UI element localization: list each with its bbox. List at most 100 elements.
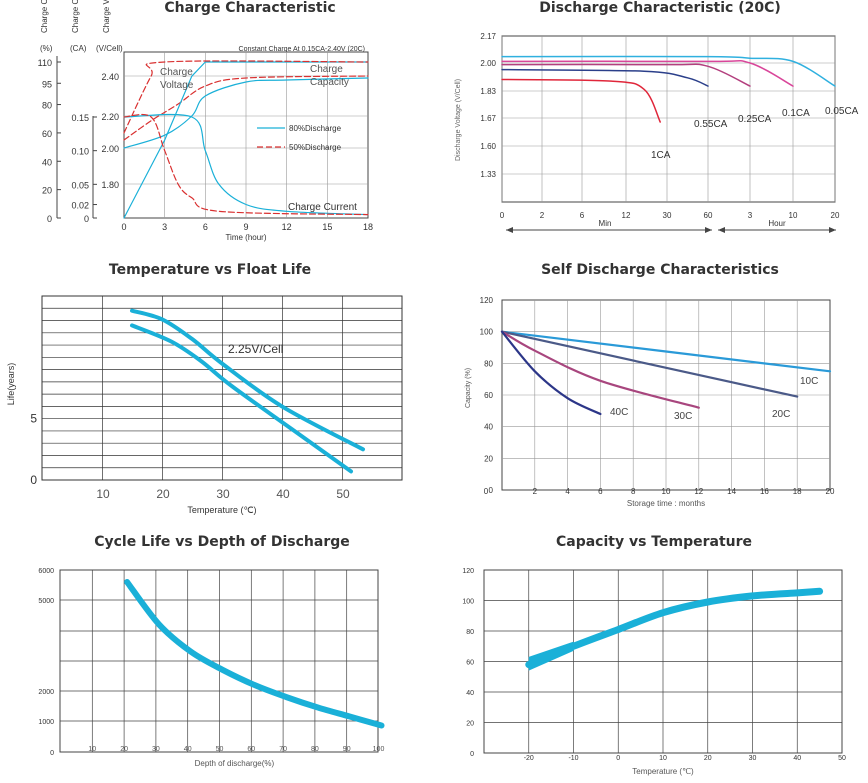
self-x-tick: 14 (727, 487, 736, 496)
charge-capacity-50-line (123, 60, 369, 134)
charge-capacity-tick: 0 (47, 214, 52, 224)
self-x-origin: 0 (484, 487, 489, 496)
cycle-x-tick: 30 (152, 746, 160, 753)
charge-annotation: Constant Charge At 0.15CA-2.40V (20C) (239, 46, 365, 53)
charge-x-tick: 3 (162, 222, 167, 232)
charge-x-tick: 18 (363, 222, 373, 232)
discharge-series-1-line (501, 68, 709, 87)
charge-unit-0: (%) (40, 44, 53, 53)
charge-x-tick: 6 (203, 222, 208, 232)
float-x-tick: 20 (156, 487, 170, 501)
charge-x-tick: 12 (282, 222, 292, 232)
cycle-y-tick: 1000 (38, 719, 54, 726)
self-xlabel: Storage time : months (627, 499, 705, 508)
discharge-ylabel: Discharge Voltage (V/Cell) (455, 79, 462, 161)
self-x-tick: 16 (760, 487, 769, 496)
cycle-x-tick: 80 (311, 746, 319, 753)
self-x-tick: 10 (662, 487, 671, 496)
captemp-y-tick: 20 (466, 721, 474, 728)
self-y-tick: 60 (484, 391, 493, 400)
captemp-y-tick: 100 (462, 599, 474, 606)
captemp-xlabel: Temperature (℃) (632, 767, 694, 776)
float-panel: Temperature vs Float Life 5 0 Life(years) 1… (0, 258, 430, 518)
charge-voltage-80-line (123, 77, 369, 149)
discharge-x-tick: 6 (580, 211, 585, 220)
self-chart: 120 100 80 60 40 20 00 2 4 6 8 10 12 14 16 18 20 Capacity… (465, 296, 835, 508)
captemp-y-tick: 80 (466, 629, 474, 636)
charge-voltage-tick: 2.40 (101, 72, 119, 82)
discharge-series-label-1: 0.55CA (694, 119, 728, 130)
captemp-x-tick: 50 (838, 755, 846, 762)
charge-voltage-50-line (123, 75, 369, 141)
discharge-series-label-3: 0.1CA (782, 108, 810, 119)
charge-x-tick: 9 (243, 222, 248, 232)
cycle-x-tick: 90 (343, 746, 351, 753)
cycle-x-tick: 70 (279, 746, 287, 753)
charge-current-tick: 0.02 (71, 201, 89, 211)
self-y-tick: 20 (484, 454, 493, 463)
charge-capacity-tick: 60 (42, 129, 52, 139)
discharge-x-tick: 12 (622, 211, 631, 220)
captemp-line (525, 587, 824, 669)
self-y-tick: 0 (489, 486, 494, 495)
cycle-xlabel: Depth of discharge(%) (195, 759, 275, 768)
captemp-start-band (528, 641, 574, 671)
discharge-series-0-line (501, 78, 661, 123)
charge-legend-80-label: 80%Discharge (289, 124, 342, 133)
charge-capacity-tick: 80 (42, 101, 52, 111)
charge-xlabel: Time (hour) (225, 233, 266, 242)
cycle-title: Cycle Life vs Depth of Discharge (94, 534, 350, 550)
charge-voltage-tick: 1.80 (101, 180, 119, 190)
float-y-tick: 5 (30, 412, 37, 426)
cycle-x-tick: 40 (184, 746, 192, 753)
discharge-series-label-2: 0.25CA (738, 114, 772, 125)
discharge-y-tick: 1.60 (480, 142, 496, 151)
cycle-y-tick: 0 (50, 750, 54, 757)
cycle-life-line (124, 579, 385, 729)
self-series-2-line (500, 330, 700, 409)
charge-current-50-line (123, 113, 369, 216)
self-series-1-line (500, 330, 799, 398)
discharge-min-label: Min (599, 219, 612, 228)
charge-unit-1: (CA) (70, 44, 87, 53)
self-y-tick: 120 (480, 296, 494, 305)
captemp-x-tick: 20 (704, 755, 712, 762)
cycle-x-tick: 20 (120, 746, 128, 753)
charge-capacity-tick: 20 (42, 186, 52, 196)
charge-capacity-tick: 40 (42, 157, 52, 167)
float-x-tick: 30 (216, 487, 230, 501)
charge-legend-50-label: 50%Discharge (289, 143, 342, 152)
charge-capacity-label-1: Charge (310, 64, 343, 75)
self-series-label-2: 30C (674, 411, 692, 422)
charge-panel: Charge Characteristic Charge Capacity Cha… (0, 0, 430, 250)
self-series-label-0: 10C (800, 376, 818, 387)
float-x-tick: 50 (336, 487, 350, 501)
self-series-label-3: 40C (610, 407, 628, 418)
captemp-panel: Capacity vs Temperature 120 100 80 60 40 20 0-… (440, 528, 868, 783)
self-panel: Self Discharge Characteristics 120 100 80 6… (440, 258, 868, 518)
discharge-y-tick: 2.17 (480, 32, 496, 41)
self-x-tick: 6 (598, 487, 603, 496)
cycle-chart: 6000 5000 2000 1000 0 10 20 30 40 50 60 70 80 90 100 De… (38, 568, 385, 768)
charge-capacity-label-2: Capacity (310, 77, 349, 88)
charge-x-tick: 0 (121, 222, 126, 232)
float-x-tick: 10 (96, 487, 110, 501)
float-life-lower-line (130, 323, 353, 474)
cycle-panel: Cycle Life vs Depth of Discharge 6000 500… (0, 528, 430, 783)
discharge-series-label-0: 1CA (651, 150, 671, 161)
float-y-tick: 0 (30, 473, 37, 487)
self-x-tick: 12 (694, 487, 703, 496)
captemp-y-tick: 60 (466, 660, 474, 667)
captemp-x-tick: -20 (524, 755, 534, 762)
charge-capacity-tick: 110 (38, 58, 52, 68)
cycle-y-tick: 6000 (38, 568, 54, 575)
cycle-y-tick: 2000 (38, 689, 54, 696)
charge-current-tick: 0 (84, 214, 89, 224)
captemp-y-tick: 40 (466, 690, 474, 697)
captemp-x-tick: 40 (793, 755, 801, 762)
charge-x-tick: 15 (322, 222, 332, 232)
charge-current-80-line (123, 113, 369, 216)
float-life-upper-line (130, 308, 365, 452)
captemp-y-tick: 120 (462, 568, 474, 575)
